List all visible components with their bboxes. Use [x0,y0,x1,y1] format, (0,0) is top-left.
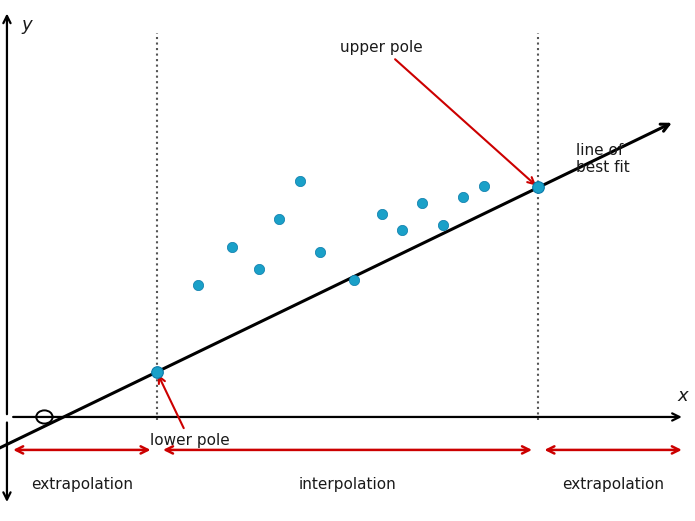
Text: y: y [22,16,33,34]
Point [458,193,469,202]
Point [417,199,428,207]
Point [226,243,237,251]
Point [396,226,407,234]
Point [274,215,285,224]
Point [478,182,489,191]
Text: x: x [678,387,689,405]
Point [376,209,387,218]
Text: lower pole: lower pole [150,377,230,449]
Text: line of
best fit: line of best fit [575,143,630,175]
Point [192,281,203,289]
Text: upper pole: upper pole [340,40,534,184]
Point [294,177,305,185]
Text: extrapolation: extrapolation [562,477,664,492]
Text: interpolation: interpolation [299,477,396,492]
Point [532,183,543,192]
Point [152,368,163,376]
Text: extrapolation: extrapolation [31,477,133,492]
Point [349,276,360,284]
Point [254,265,265,273]
Point [315,248,326,256]
Point [437,221,448,229]
